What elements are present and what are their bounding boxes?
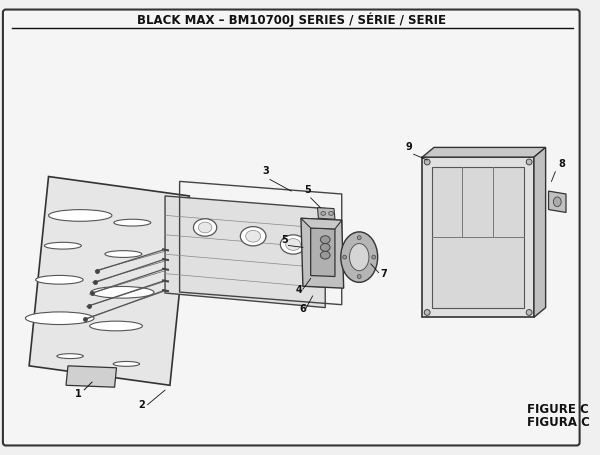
Ellipse shape [320,236,330,243]
Ellipse shape [286,238,301,250]
FancyBboxPatch shape [3,10,580,445]
Text: BLACK MAX – BM10700J SERIES / SÉRIE / SERIE: BLACK MAX – BM10700J SERIES / SÉRIE / SE… [137,13,446,27]
Ellipse shape [341,232,377,283]
Text: 8: 8 [558,159,565,169]
Ellipse shape [35,275,83,284]
Polygon shape [422,157,534,317]
Ellipse shape [343,255,347,259]
Text: FIGURE C: FIGURE C [527,403,589,416]
Ellipse shape [526,159,532,165]
Text: 7: 7 [380,268,388,278]
Ellipse shape [198,222,212,233]
Polygon shape [432,167,524,308]
Polygon shape [422,147,545,157]
Ellipse shape [57,354,83,359]
Ellipse shape [245,230,260,242]
Ellipse shape [25,312,94,324]
Text: 1: 1 [74,389,82,399]
Ellipse shape [424,159,430,165]
Polygon shape [317,207,335,219]
Ellipse shape [91,287,154,298]
Text: 5: 5 [304,185,311,195]
Ellipse shape [193,219,217,236]
Ellipse shape [89,321,142,331]
Polygon shape [548,191,566,212]
Ellipse shape [372,255,376,259]
Ellipse shape [321,212,326,215]
Polygon shape [301,218,342,229]
Polygon shape [165,196,325,308]
Polygon shape [301,218,344,288]
Text: 9: 9 [406,142,413,152]
Text: 3: 3 [262,166,269,176]
Ellipse shape [320,251,330,259]
Ellipse shape [114,219,151,226]
Ellipse shape [553,197,561,207]
Polygon shape [534,147,545,317]
Ellipse shape [241,227,266,246]
Ellipse shape [357,236,361,240]
Text: FIGURA C: FIGURA C [527,416,590,429]
Text: 4: 4 [296,285,303,295]
Ellipse shape [105,251,142,258]
Ellipse shape [49,210,112,221]
Ellipse shape [350,243,369,271]
Ellipse shape [424,309,430,315]
Ellipse shape [320,243,330,251]
Text: 5: 5 [281,234,288,244]
Ellipse shape [526,309,532,315]
Ellipse shape [280,235,306,254]
Ellipse shape [329,212,334,215]
Polygon shape [29,177,190,385]
Polygon shape [311,228,335,277]
Ellipse shape [113,361,140,366]
Ellipse shape [44,243,82,249]
Ellipse shape [357,274,361,278]
Text: 6: 6 [299,304,306,314]
Polygon shape [66,366,116,387]
Text: 2: 2 [138,399,145,410]
